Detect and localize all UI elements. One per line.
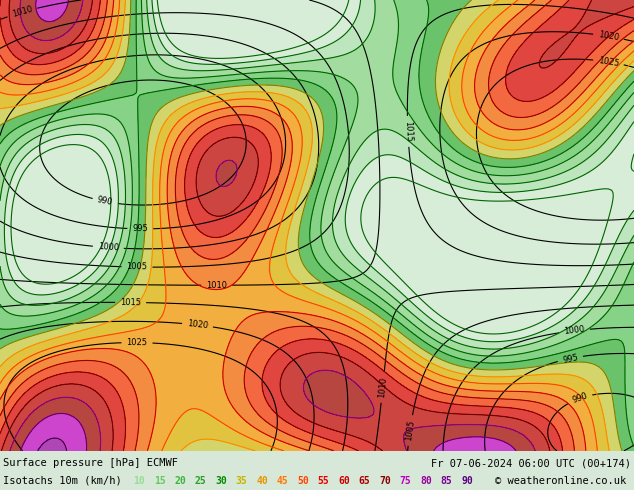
Text: 65: 65 — [359, 476, 370, 486]
Text: 60: 60 — [339, 476, 350, 486]
Text: Fr 07-06-2024 06:00 UTC (00+174): Fr 07-06-2024 06:00 UTC (00+174) — [431, 458, 631, 468]
Text: 1010: 1010 — [206, 281, 227, 290]
Text: 90: 90 — [462, 476, 473, 486]
Text: 15: 15 — [153, 476, 165, 486]
Text: 50: 50 — [297, 476, 309, 486]
Text: 1005: 1005 — [404, 419, 416, 441]
Text: 20: 20 — [174, 476, 186, 486]
Text: 1010: 1010 — [11, 5, 34, 20]
Text: 35: 35 — [236, 476, 247, 486]
Text: 45: 45 — [276, 476, 288, 486]
Text: 1020: 1020 — [186, 319, 209, 331]
Text: 10: 10 — [133, 476, 145, 486]
Text: 1000: 1000 — [98, 243, 119, 253]
Text: 40: 40 — [256, 476, 268, 486]
Text: 1010: 1010 — [377, 376, 388, 398]
Text: 70: 70 — [379, 476, 391, 486]
Text: 1015: 1015 — [120, 298, 141, 307]
Text: 990: 990 — [96, 196, 113, 207]
Text: 75: 75 — [400, 476, 411, 486]
Text: 990: 990 — [571, 392, 589, 405]
Text: 1000: 1000 — [564, 325, 585, 337]
Text: 85: 85 — [441, 476, 453, 486]
Text: 30: 30 — [215, 476, 227, 486]
Text: 1005: 1005 — [126, 262, 148, 271]
Text: © weatheronline.co.uk: © weatheronline.co.uk — [495, 476, 626, 486]
Text: 1020: 1020 — [597, 30, 619, 43]
Text: Isotachs 10m (km/h): Isotachs 10m (km/h) — [3, 476, 122, 486]
Text: 995: 995 — [133, 224, 148, 233]
Text: 1015: 1015 — [403, 121, 413, 142]
Text: 995: 995 — [562, 352, 579, 365]
Text: 25: 25 — [195, 476, 207, 486]
Text: 1025: 1025 — [126, 338, 148, 347]
Text: 55: 55 — [318, 476, 330, 486]
Text: Surface pressure [hPa] ECMWF: Surface pressure [hPa] ECMWF — [3, 458, 178, 468]
Text: 1025: 1025 — [597, 56, 619, 68]
Text: 80: 80 — [420, 476, 432, 486]
